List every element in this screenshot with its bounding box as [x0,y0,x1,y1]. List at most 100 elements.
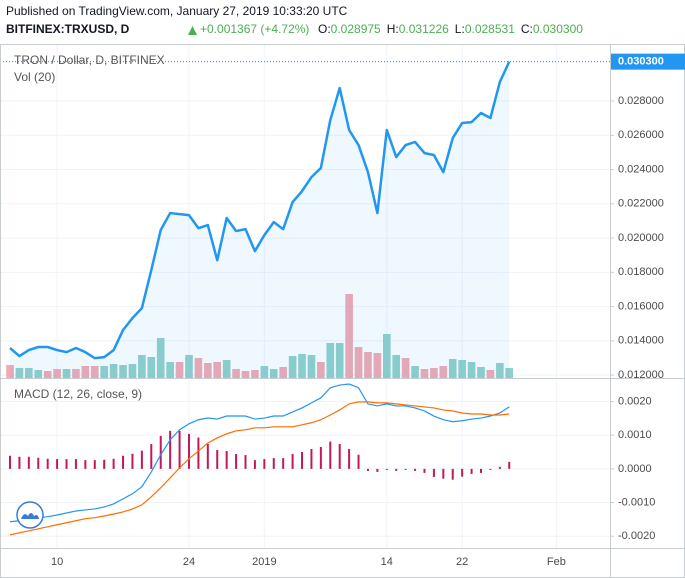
ohlc-label: H: [387,22,399,36]
volume-bar [34,370,43,378]
volume-bar [213,362,222,378]
macd-histogram-bar [46,458,49,469]
volume-bar [204,363,212,378]
macd-histogram-bar [150,443,153,469]
volume-bar [72,369,80,378]
macd-histogram-bar [235,454,238,469]
volume-bar [288,356,297,378]
volume-bar [298,354,306,378]
volume-bar [307,355,316,378]
macd-histogram-bar [291,454,294,469]
volume-bar [15,368,24,378]
macd-histogram-bar [423,468,426,473]
volume-bar [53,369,61,378]
volume-bar [354,347,363,378]
y-tick-label: -0.0010 [618,496,655,508]
volume-bar [81,366,90,378]
legend-title: TRON / Dollar, D, BITFINEX [14,53,165,67]
volume-bar [62,369,71,378]
y-tick-label: 0.0010 [618,429,652,441]
macd-histogram-bar [451,468,454,480]
ohlc-value: 0.028975 [331,22,381,36]
x-tick-label: 14 [381,556,393,568]
macd-histogram-bar [93,460,96,469]
macd-histogram-bar [74,459,77,469]
volume-bar [486,370,495,378]
volume-bar [477,367,485,378]
legend-volume: Vol (20) [14,70,55,84]
macd-histogram-bar [310,449,313,469]
macd-histogram-bar [319,446,322,469]
macd-histogram-bar [169,430,172,469]
y-tick-label: 0.0020 [618,395,652,407]
macd-histogram-bar [338,443,341,469]
macd-histogram-bar [56,459,59,469]
logo [16,501,44,529]
ohlc-value: 0.030300 [533,22,583,36]
volume-bar [260,366,269,378]
macd-histogram-bar [206,443,209,469]
y-tick-label: -0.0020 [618,530,655,542]
volume-bar [364,352,372,378]
macd-histogram-bar [187,433,190,469]
volume-bar [448,359,457,378]
volume-bar [279,367,287,378]
symbol: BITFINEX:TRXUSD, D [6,22,130,36]
y-tick-label: 0.014000 [618,335,664,347]
macd-line [9,401,510,536]
macd-histogram-bar [282,458,285,469]
y-tick-label: 0.024000 [618,163,664,175]
volume-bar [505,368,514,378]
macd-histogram-bar [480,468,482,473]
ohlc: O:0.028975 H:0.031226 L:0.028531 C:0.030300 [318,22,583,36]
x-tick-label: 22 [456,556,468,568]
x-tick-label: 10 [51,556,63,568]
macd-histogram-bar [395,468,398,471]
y-tick-label: 0.022000 [618,198,664,210]
macd-histogram-bar [432,468,435,477]
labels: 10 24 2019 14 22 Feb 0.012000 0.014000 0.016000 0… [14,53,685,568]
macd-histogram-bar [442,468,445,479]
macd-histogram-bar [140,450,143,469]
macd-histogram-bar [272,458,275,469]
volume-bar [109,364,118,378]
macd-histogram-bar [122,455,125,469]
volume-bar [25,368,33,378]
macd-histogram-bar [366,468,369,471]
x-tick-label: 2019 [252,556,276,568]
volume-bar [326,343,335,378]
macd-histogram-bar [498,466,501,469]
volume-bar [392,355,401,378]
macd-histogram-bar [385,468,388,470]
macd-histogram-bar [357,454,360,469]
volume-bar [6,365,14,378]
volume-bar [241,371,250,378]
volume-bar [147,357,156,378]
macd-histogram-bar [244,455,247,469]
volume-bar [345,294,353,378]
x-tick-label: 24 [183,556,195,568]
volume-bar [128,364,137,378]
ohlc-label: L: [455,22,465,36]
volume-bar [317,362,325,378]
up-arrow [188,26,197,35]
macd-histogram-bar [225,451,228,469]
volume-bar [430,368,438,378]
volume-bar [138,355,146,378]
macd-histogram-bar [348,449,351,469]
volume-bar [90,366,99,378]
volume-bar [496,363,504,378]
macd-histogram-bar [253,460,256,469]
macd-histogram-bar [461,468,464,477]
volume-bar [420,369,429,378]
last-price-box [611,53,685,70]
volume-bar [166,362,174,378]
y-tick-label: 0.016000 [618,300,664,312]
volume-bar [401,358,410,378]
macd-histogram-bar [470,468,473,474]
macd-histogram-bar [65,459,68,469]
change: +0.001367 (+4.72%) [200,22,309,36]
volume-bar [439,366,448,378]
macd-histogram-bar [159,435,162,469]
